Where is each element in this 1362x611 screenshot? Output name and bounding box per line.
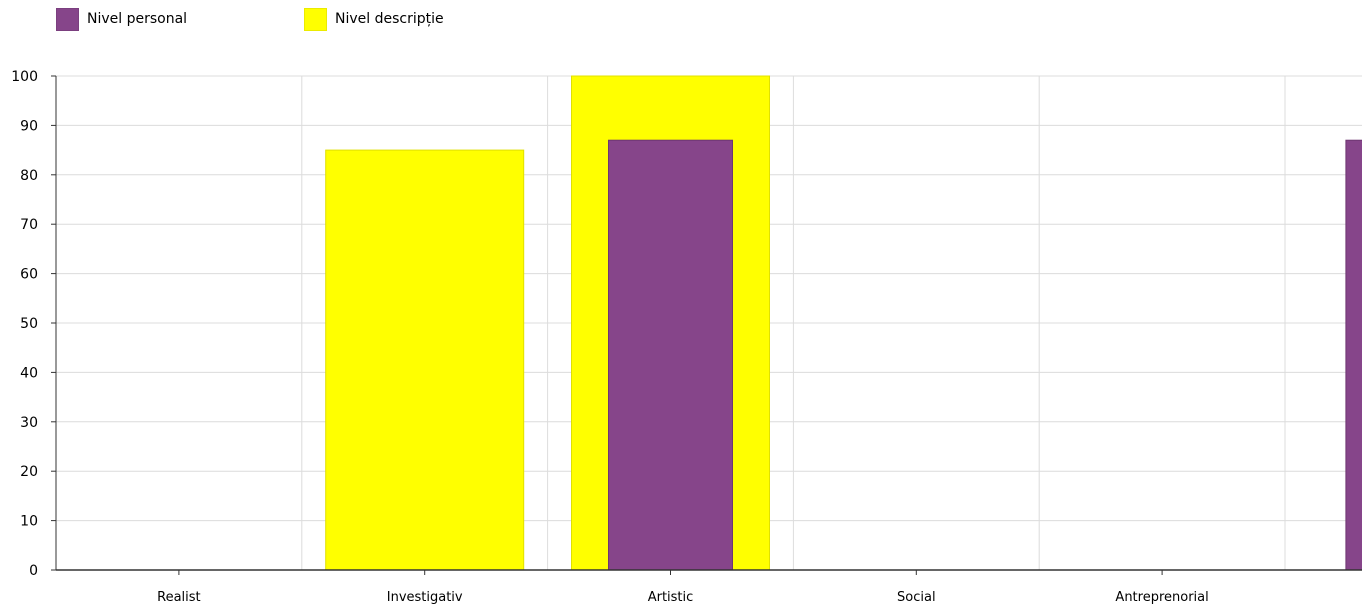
legend-item-descriptie: Nivel descripție [304, 8, 444, 31]
x-tick-label: Realist [157, 590, 201, 605]
x-tick-label: Social [897, 590, 936, 605]
y-tick-label: 30 [20, 415, 38, 431]
bar-nivel-personal [608, 139, 733, 571]
y-tick-label: 10 [20, 514, 38, 530]
y-tick-label: 70 [20, 217, 38, 233]
x-tick-label: Antreprenorial [1115, 590, 1208, 605]
legend-swatch-descriptie [304, 8, 327, 31]
legend-swatch-personal [56, 8, 79, 31]
y-tick-label: 0 [29, 563, 38, 579]
y-tick-label: 100 [11, 69, 38, 85]
y-tick-label: 20 [20, 464, 38, 480]
y-tick-label: 40 [20, 365, 38, 381]
y-tick-label: 90 [20, 118, 38, 134]
y-tick-label: 60 [20, 267, 38, 283]
bar-nivel-personal [1345, 139, 1362, 571]
legend-item-personal: Nivel personal [56, 8, 187, 31]
x-tick-label: Investigativ [387, 590, 463, 605]
bar-nivel-descriptie [325, 149, 525, 571]
legend-label-descriptie: Nivel descripție [335, 11, 444, 27]
y-tick-label: 80 [20, 168, 38, 184]
x-tick-label: Artistic [648, 590, 694, 605]
y-tick-label: 50 [20, 316, 38, 332]
legend-label-personal: Nivel personal [87, 11, 188, 27]
